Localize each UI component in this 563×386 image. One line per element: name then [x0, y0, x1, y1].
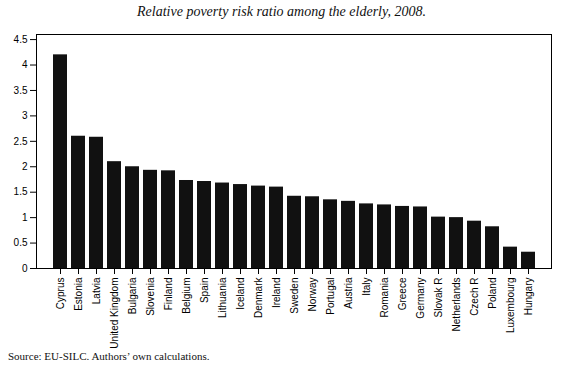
svg-text:United Kingdom: United Kingdom	[109, 278, 120, 349]
svg-text:4: 4	[22, 59, 28, 70]
svg-text:Bulgaria: Bulgaria	[127, 277, 138, 314]
svg-text:Denmark: Denmark	[253, 277, 264, 319]
svg-text:3.5: 3.5	[14, 85, 28, 96]
svg-text:Hungary: Hungary	[523, 278, 534, 316]
svg-text:Sweden: Sweden	[289, 278, 300, 314]
svg-text:Romania: Romania	[379, 277, 390, 317]
html-text:Relative poverty risk ratio am: Relative poverty risk ratio among the el…	[137, 4, 426, 19]
svg-text:Finland: Finland	[163, 278, 174, 311]
html-text:Source: EU-SILC. Authors’ own: Source: EU-SILC. Authors’ own calculatio…	[8, 350, 210, 362]
svg-text:2: 2	[22, 161, 28, 172]
svg-text:Cyprus: Cyprus	[55, 278, 66, 310]
svg-text:Greece: Greece	[397, 277, 408, 310]
svg-text:Spain: Spain	[199, 278, 210, 304]
svg-text:Netherlands: Netherlands	[451, 278, 462, 332]
svg-text:Germany: Germany	[415, 278, 426, 319]
svg-text:1.5: 1.5	[14, 186, 28, 197]
svg-text:Portugal: Portugal	[325, 278, 336, 315]
svg-text:4.5: 4.5	[14, 34, 28, 45]
svg-text:3: 3	[22, 110, 28, 121]
svg-text:0.5: 0.5	[14, 237, 28, 248]
svg-text:Lithuania: Lithuania	[217, 277, 228, 318]
svg-text:Estonia: Estonia	[73, 277, 84, 311]
svg-text:Norway: Norway	[307, 278, 318, 312]
svg-text:Czech R: Czech R	[469, 278, 480, 316]
svg-text:Ireland: Ireland	[271, 278, 282, 309]
svg-text:Luxembourg: Luxembourg	[505, 278, 516, 334]
svg-text:0: 0	[22, 263, 28, 274]
svg-text:Italy: Italy	[361, 278, 372, 296]
svg-text:Slovak R: Slovak R	[433, 278, 444, 318]
svg-text:Slovenia: Slovenia	[145, 277, 156, 316]
svg-text:Latvia: Latvia	[91, 277, 102, 304]
svg-text:Iceland: Iceland	[235, 278, 246, 310]
svg-text:Poland: Poland	[487, 278, 498, 309]
svg-text:1: 1	[22, 212, 28, 223]
svg-text:Belgium: Belgium	[181, 278, 192, 314]
svg-text:2.5: 2.5	[14, 136, 28, 147]
svg-text:Austria: Austria	[343, 277, 354, 309]
